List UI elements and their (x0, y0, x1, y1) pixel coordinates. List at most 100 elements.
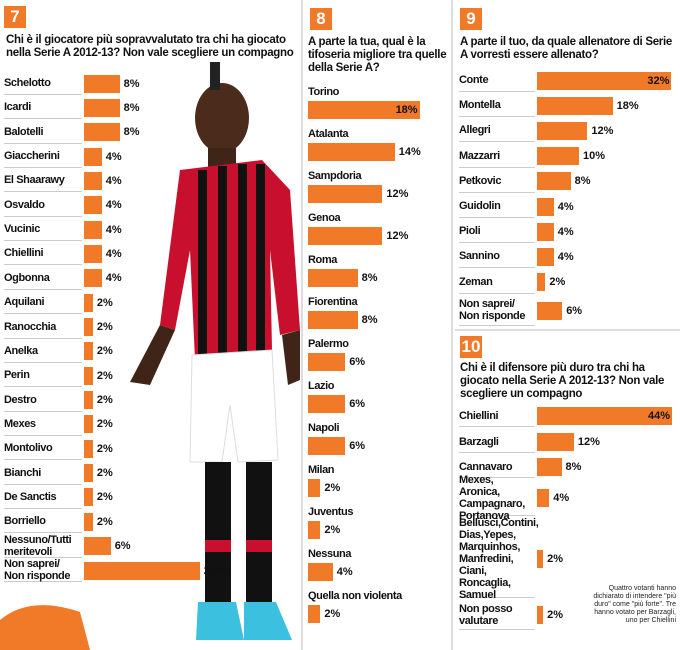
bar (84, 269, 102, 288)
bar (84, 196, 102, 215)
value-label: 2% (96, 491, 113, 504)
value-label: 2% (96, 515, 113, 528)
value-label: 2% (96, 296, 113, 309)
category-label: Bellusci,Contini, Dias,Yepes, Marquinhos… (459, 516, 539, 601)
category-label: Perin (4, 364, 82, 388)
bar (537, 458, 562, 476)
bar (308, 521, 321, 539)
category-label: Mazzarri (459, 145, 535, 168)
category-label: Palermo (308, 338, 349, 350)
bar (84, 220, 102, 239)
value-label: 4% (557, 200, 574, 213)
value-label: 2% (547, 609, 564, 621)
bar (537, 96, 613, 115)
value-label: 2% (96, 418, 113, 431)
category-label: Destro (4, 389, 82, 412)
bar (308, 143, 395, 161)
bar (537, 550, 544, 568)
value-label: 2% (324, 482, 341, 494)
category-label: El Shaarawy (4, 169, 82, 193)
bar (308, 227, 383, 245)
bar (84, 537, 111, 556)
bar (84, 98, 120, 117)
category-label: Balotelli (4, 121, 82, 144)
bar (308, 395, 346, 413)
category-label: Bianchi (4, 462, 82, 485)
category-label: Chiellini (4, 242, 82, 266)
value-label: 2% (547, 553, 564, 565)
category-label: Vucinic (4, 218, 82, 242)
value-label: 12% (577, 436, 600, 448)
category-label: Ranocchia (4, 316, 82, 339)
value-label: 14% (398, 146, 421, 158)
value-label: 26% (203, 564, 226, 577)
category-label: Allegri (459, 119, 535, 143)
category-label: Aquilani (4, 291, 82, 315)
bar (84, 512, 93, 531)
category-label: Juventus (308, 506, 354, 518)
value-label: 4% (336, 566, 353, 578)
category-label: Giaccherini (4, 145, 82, 169)
bar (537, 433, 574, 451)
category-label: Chiellini (459, 405, 535, 427)
category-label: Torino (308, 86, 339, 98)
value-label: 18% (395, 104, 418, 116)
bar (308, 437, 346, 455)
value-label: 8% (361, 314, 378, 326)
section-title: A parte il tuo, da quale allenatore di S… (460, 36, 672, 61)
bar (84, 391, 93, 410)
value-label: 4% (105, 272, 122, 285)
bar (537, 197, 554, 216)
bar (308, 185, 383, 203)
value-label: 4% (105, 150, 122, 163)
section-number: 10 (460, 336, 482, 358)
category-label: Non saprei/ Non risponde (459, 296, 535, 326)
value-label: 6% (349, 356, 366, 368)
value-label: 32% (647, 74, 670, 87)
category-label: Cannavaro (459, 456, 535, 478)
bar (308, 101, 420, 119)
bar (537, 273, 546, 292)
category-label: Nessuna (308, 548, 352, 560)
section-title: Chi è il giocatore più sopravvalutato tr… (6, 34, 294, 59)
value-label: 2% (96, 442, 113, 455)
value-label: 4% (105, 247, 122, 260)
category-label: Atalanta (308, 128, 349, 140)
value-label: 6% (349, 398, 366, 410)
bar (308, 353, 346, 371)
bar (84, 74, 120, 93)
value-label: 2% (96, 321, 113, 333)
category-label: Icardi (4, 96, 82, 120)
value-label: 6% (114, 540, 131, 553)
bar (537, 489, 550, 507)
bar (84, 244, 102, 263)
bar (537, 172, 571, 191)
category-label: Quella non violenta (308, 590, 402, 602)
category-label: Non posso valutare (459, 600, 535, 630)
value-label: 4% (557, 225, 574, 238)
bar (537, 606, 544, 624)
category-label: Montolivo (4, 437, 82, 461)
value-label: 8% (361, 272, 378, 284)
category-label: Montella (459, 94, 535, 118)
value-label: 4% (553, 492, 570, 504)
category-label: Milan (308, 464, 335, 476)
value-label: 8% (123, 101, 140, 114)
value-label: 2% (96, 369, 113, 382)
category-label: Lazio (308, 380, 335, 392)
bar (84, 561, 200, 580)
bar (84, 415, 93, 434)
value-label: 6% (566, 304, 583, 317)
category-label: Osvaldo (4, 194, 82, 217)
section-title: A parte la tua, qual è la tifoseria migl… (308, 36, 447, 74)
value-label: 8% (574, 175, 591, 188)
section-number: 8 (310, 8, 332, 30)
category-label: Ogbonna (4, 267, 82, 290)
decor-shape (0, 605, 90, 650)
category-label: Nessuno/Tutti meritevoli (4, 534, 82, 558)
bar (537, 247, 554, 266)
category-label: Sampdoria (308, 170, 362, 182)
value-label: 2% (96, 394, 113, 407)
value-label: 8% (123, 126, 140, 139)
